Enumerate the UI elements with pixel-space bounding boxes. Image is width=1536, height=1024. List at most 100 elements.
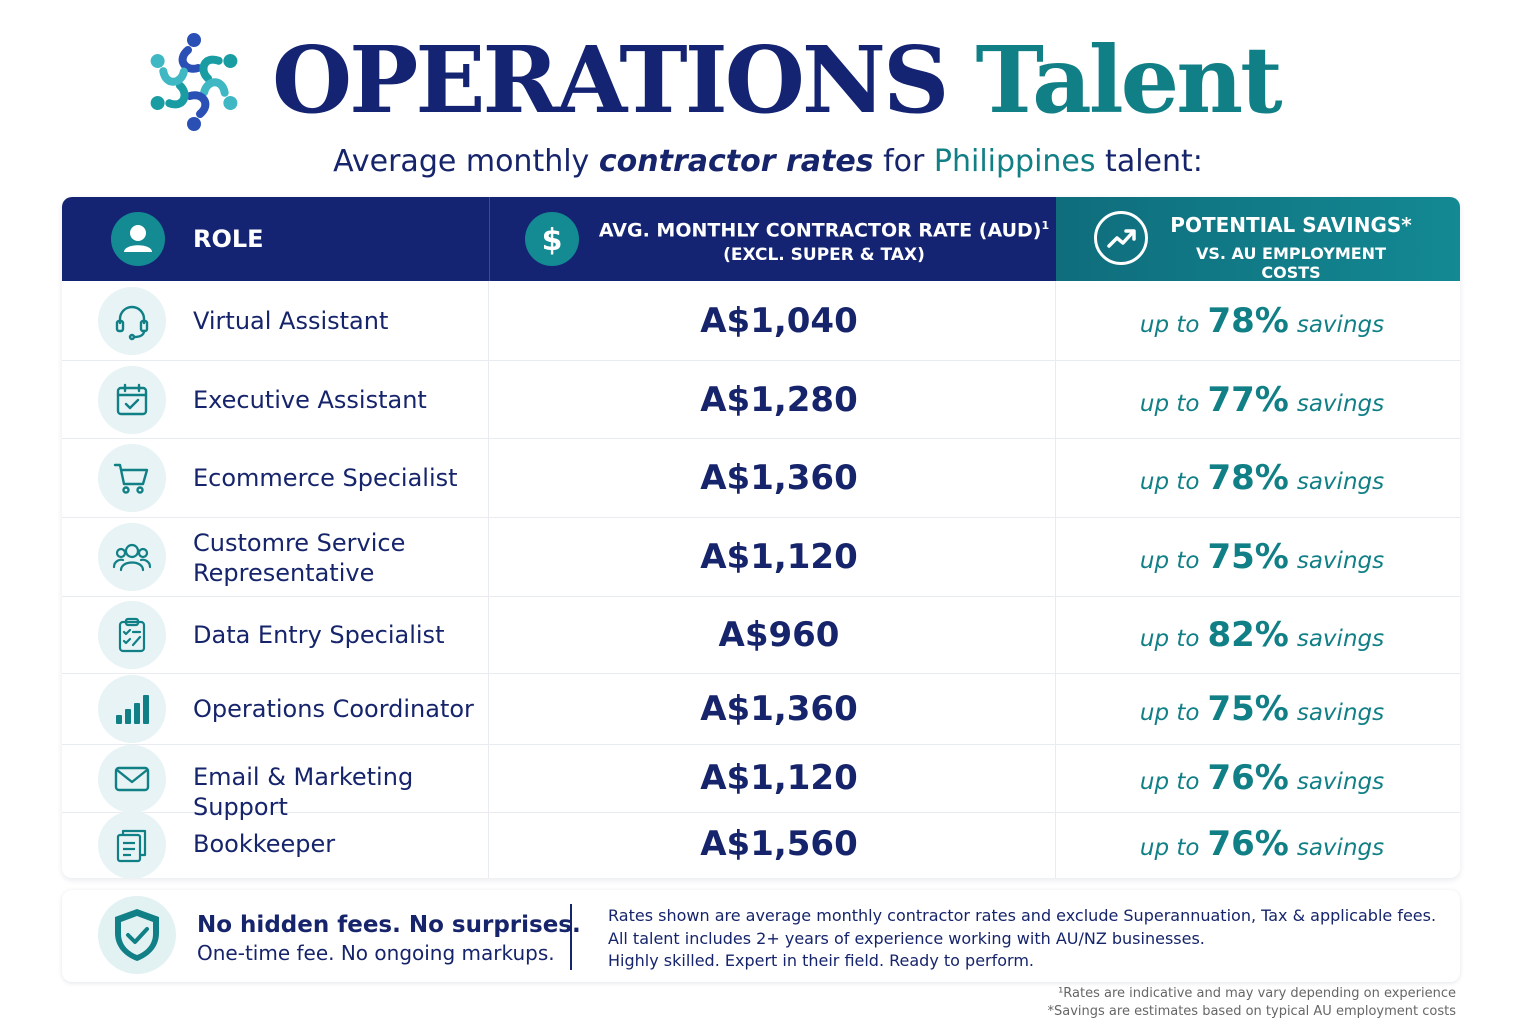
header-savings-sub: VS. AU EMPLOYMENT COSTS — [1196, 244, 1386, 282]
svg-text:$: $ — [542, 223, 563, 258]
header-savings-label: POTENTIAL SAVINGS* — [1170, 213, 1412, 237]
rate-value: A$1,360 — [700, 458, 858, 498]
rate-value: A$1,120 — [700, 537, 858, 577]
subtitle-text-e: talent: — [1095, 144, 1203, 179]
footer-divider — [570, 904, 572, 970]
savings-label: savings — [1296, 769, 1385, 795]
envelope-icon — [98, 745, 166, 813]
savings-percent: 75% — [1207, 537, 1289, 577]
dollar-icon: $ — [525, 212, 579, 266]
cart-icon — [98, 444, 166, 512]
footnote-savings: *Savings are estimates based on typical … — [1047, 1004, 1456, 1019]
table-row: Email & Marketing Support A$1,120 up to 7… — [62, 745, 1460, 821]
savings-value: up to 76% savings — [1056, 758, 1460, 798]
savings-label: savings — [1296, 700, 1385, 726]
rate-value: A$1,040 — [700, 301, 858, 341]
up-to-label: up to — [1139, 700, 1200, 726]
header-rate-footnote-mark: 1 — [1041, 219, 1050, 232]
savings-percent: 76% — [1207, 824, 1289, 864]
table-row: Ecommerce Specialist A$1,360 up to 78% sav… — [62, 439, 1460, 518]
role-name: Virtual Assistant — [193, 307, 389, 335]
rate-value: A$1,560 — [700, 824, 858, 864]
savings-label: savings — [1296, 391, 1385, 417]
table-row: Customre Service Representative A$1,120 … — [62, 518, 1460, 597]
headset-icon — [98, 287, 166, 355]
up-to-label: up to — [1139, 391, 1200, 417]
title-operations: OPERATIONS — [272, 26, 949, 134]
footer-note-rates: Rates shown are average monthly contract… — [608, 906, 1437, 925]
subtitle-contractor-rates: contractor rates — [598, 144, 874, 179]
role-name: Bookkeeper — [193, 830, 336, 858]
savings-percent: 77% — [1207, 380, 1289, 420]
footer-note-skilled: Highly skilled. Expert in their field. R… — [608, 951, 1035, 970]
savings-value: up to 76% savings — [1056, 824, 1460, 864]
savings-value: up to 78% savings — [1056, 458, 1460, 498]
role-name: Data Entry Specialist — [193, 621, 445, 649]
savings-label: savings — [1296, 312, 1385, 338]
savings-percent: 82% — [1207, 615, 1289, 655]
user-icon — [111, 212, 165, 266]
up-to-label: up to — [1139, 312, 1200, 338]
role-name: Operations Coordinator — [193, 695, 474, 723]
role-name: Ecommerce Specialist — [193, 464, 458, 492]
table-row: Bookkeeper A$1,560 up to 76% savings — [62, 811, 1460, 878]
savings-percent: 78% — [1207, 301, 1289, 341]
footer-note-experience: All talent includes 2+ years of experien… — [608, 929, 1205, 948]
role-name: Customre Service Representative — [193, 529, 406, 587]
savings-label: savings — [1296, 469, 1385, 495]
trend-up-icon — [1094, 211, 1148, 265]
table-row: Data Entry Specialist A$960 up to 82% savi… — [62, 597, 1460, 674]
up-to-label: up to — [1139, 769, 1200, 795]
savings-value: up to 77% savings — [1056, 380, 1460, 420]
documents-icon — [98, 811, 166, 878]
savings-value: up to 75% savings — [1056, 689, 1460, 729]
header-rate: $ AVG. MONTHLY CONTRACTOR RATE (AUD)1 (E… — [489, 197, 1056, 281]
subtitle-text-c: for — [873, 144, 934, 179]
up-to-label: up to — [1139, 548, 1200, 574]
savings-percent: 75% — [1207, 689, 1289, 729]
rates-table: ROLE $ AVG. MONTHLY CONTRACTOR RATE (AUD… — [62, 197, 1460, 878]
subtitle-text-a: Average monthly — [333, 144, 599, 179]
calendar-check-icon — [98, 366, 166, 434]
subtitle-philippines: Philippines — [933, 144, 1096, 179]
up-to-label: up to — [1139, 626, 1200, 652]
role-name: Executive Assistant — [193, 386, 427, 414]
rate-value: A$1,280 — [700, 380, 858, 420]
savings-label: savings — [1296, 548, 1385, 574]
no-hidden-fees-heading: No hidden fees. No surprises. — [197, 912, 581, 938]
header-rate-label: AVG. MONTHLY CONTRACTOR RATE (AUD)1 — [594, 213, 1054, 243]
rate-value: A$1,120 — [700, 758, 858, 798]
header-rate-sub: (EXCL. SUPER & TAX) — [723, 245, 925, 265]
savings-label: savings — [1296, 835, 1385, 861]
up-to-label: up to — [1139, 835, 1200, 861]
page-title: OPERATIONS Talent — [272, 20, 1283, 140]
shield-check-icon — [98, 896, 176, 974]
footnote-rates: ¹Rates are indicative and may vary depen… — [1058, 986, 1456, 1001]
guarantee-box: No hidden fees. No surprises. One-time f… — [62, 890, 1460, 982]
savings-value: up to 75% savings — [1056, 537, 1460, 577]
people-icon — [98, 523, 166, 591]
bar-chart-icon — [98, 675, 166, 743]
rate-value: A$960 — [718, 615, 840, 655]
page-subtitle: Average monthly contractor rates for Phi… — [0, 140, 1536, 184]
table-row: Executive Assistant A$1,280 up to 77% savi… — [62, 361, 1460, 439]
one-time-fee-text: One-time fee. No ongoing markups. — [197, 941, 555, 965]
up-to-label: up to — [1139, 469, 1200, 495]
savings-percent: 78% — [1207, 458, 1289, 498]
savings-value: up to 82% savings — [1056, 615, 1460, 655]
savings-value: up to 78% savings — [1056, 301, 1460, 341]
header-role-label: ROLE — [193, 225, 264, 253]
title-talent: Talent — [975, 26, 1282, 134]
header-savings: POTENTIAL SAVINGS* VS. AU EMPLOYMENT COS… — [1056, 197, 1460, 282]
header-rate-text: AVG. MONTHLY CONTRACTOR RATE (AUD) — [598, 219, 1042, 242]
clipboard-icon — [98, 601, 166, 669]
rate-value: A$1,360 — [700, 689, 858, 729]
operations-talent-logo — [140, 28, 248, 136]
header-role: ROLE — [62, 197, 489, 281]
table-header: ROLE $ AVG. MONTHLY CONTRACTOR RATE (AUD… — [62, 197, 1460, 282]
savings-percent: 76% — [1207, 758, 1289, 798]
savings-label: savings — [1296, 626, 1385, 652]
table-row: Virtual Assistant A$1,040 up to 78% saving… — [62, 281, 1460, 361]
role-name: Email & Marketing Support — [193, 763, 414, 821]
table-row: Operations Coordinator A$1,360 up to 75% s… — [62, 674, 1460, 745]
